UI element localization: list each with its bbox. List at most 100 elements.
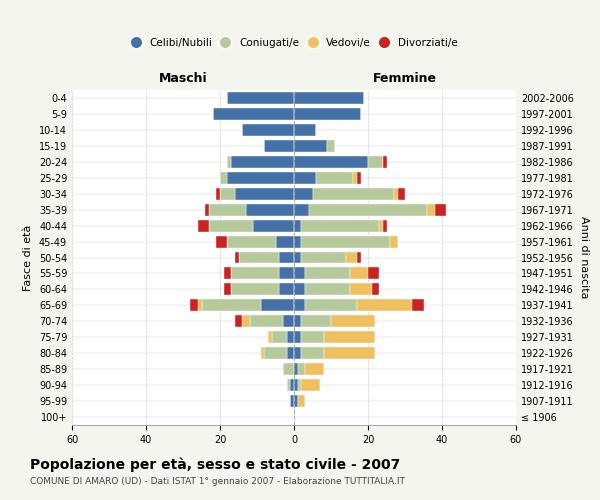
Bar xyxy=(368,268,379,280)
Bar xyxy=(298,395,305,407)
Bar xyxy=(227,172,294,184)
Bar xyxy=(287,379,290,391)
Bar xyxy=(220,172,227,184)
Bar xyxy=(331,316,376,328)
Bar xyxy=(294,316,301,328)
Bar xyxy=(383,220,386,232)
Y-axis label: Anni di nascita: Anni di nascita xyxy=(579,216,589,298)
Bar xyxy=(390,236,398,248)
Text: Femmine: Femmine xyxy=(373,72,437,85)
Bar xyxy=(368,156,383,168)
Bar xyxy=(265,347,287,359)
Bar xyxy=(231,268,279,280)
Bar xyxy=(260,347,265,359)
Bar xyxy=(301,236,390,248)
Bar xyxy=(235,188,294,200)
Bar xyxy=(328,140,335,152)
Bar xyxy=(294,188,313,200)
Bar xyxy=(209,220,253,232)
Bar xyxy=(217,236,227,248)
Bar xyxy=(287,332,294,343)
Bar xyxy=(279,268,294,280)
Bar xyxy=(323,347,376,359)
Bar xyxy=(313,188,394,200)
Bar xyxy=(279,284,294,296)
Bar xyxy=(398,188,405,200)
Bar xyxy=(305,284,349,296)
Bar xyxy=(294,347,301,359)
Bar xyxy=(260,300,294,312)
Bar xyxy=(253,220,294,232)
Bar xyxy=(290,395,294,407)
Bar xyxy=(301,220,379,232)
Text: Maschi: Maschi xyxy=(158,72,208,85)
Bar xyxy=(294,252,301,264)
Bar xyxy=(323,332,376,343)
Bar xyxy=(235,316,242,328)
Bar xyxy=(294,124,316,136)
Bar xyxy=(209,204,246,216)
Bar xyxy=(301,332,323,343)
Bar xyxy=(316,172,353,184)
Bar xyxy=(227,236,275,248)
Bar xyxy=(239,252,279,264)
Bar xyxy=(231,284,279,296)
Text: Popolazione per età, sesso e stato civile - 2007: Popolazione per età, sesso e stato civil… xyxy=(30,458,400,472)
Bar xyxy=(301,316,331,328)
Bar xyxy=(217,188,220,200)
Bar xyxy=(294,332,301,343)
Bar xyxy=(294,300,305,312)
Bar xyxy=(294,220,301,232)
Bar xyxy=(235,252,239,264)
Bar xyxy=(357,300,412,312)
Bar xyxy=(272,332,287,343)
Bar xyxy=(220,188,235,200)
Bar xyxy=(190,300,198,312)
Bar xyxy=(275,236,294,248)
Bar xyxy=(294,363,298,375)
Y-axis label: Fasce di età: Fasce di età xyxy=(23,224,33,290)
Bar xyxy=(301,347,323,359)
Bar xyxy=(353,172,357,184)
Bar xyxy=(379,220,383,232)
Bar xyxy=(198,300,202,312)
Bar xyxy=(349,284,372,296)
Bar xyxy=(224,268,231,280)
Bar xyxy=(301,252,346,264)
Bar xyxy=(427,204,434,216)
Legend: Celibi/Nubili, Coniugati/e, Vedovi/e, Divorziati/e: Celibi/Nubili, Coniugati/e, Vedovi/e, Di… xyxy=(127,35,461,51)
Bar xyxy=(294,156,368,168)
Bar xyxy=(290,379,294,391)
Bar xyxy=(294,108,361,120)
Bar xyxy=(294,204,309,216)
Bar xyxy=(298,379,301,391)
Bar xyxy=(305,363,323,375)
Bar xyxy=(434,204,446,216)
Bar xyxy=(268,332,272,343)
Bar xyxy=(265,140,294,152)
Bar xyxy=(298,363,305,375)
Bar xyxy=(246,204,294,216)
Bar xyxy=(231,156,294,168)
Bar xyxy=(346,252,357,264)
Bar xyxy=(294,268,305,280)
Bar xyxy=(294,140,328,152)
Bar xyxy=(294,284,305,296)
Bar xyxy=(383,156,386,168)
Bar xyxy=(412,300,424,312)
Bar xyxy=(305,268,349,280)
Bar xyxy=(294,379,298,391)
Bar xyxy=(242,316,250,328)
Bar xyxy=(242,124,294,136)
Bar xyxy=(294,236,301,248)
Bar xyxy=(283,316,294,328)
Bar xyxy=(349,268,368,280)
Bar xyxy=(227,156,231,168)
Bar xyxy=(212,108,294,120)
Bar xyxy=(250,316,283,328)
Bar xyxy=(305,300,357,312)
Bar xyxy=(294,172,316,184)
Bar xyxy=(394,188,398,200)
Bar xyxy=(205,204,209,216)
Bar xyxy=(287,347,294,359)
